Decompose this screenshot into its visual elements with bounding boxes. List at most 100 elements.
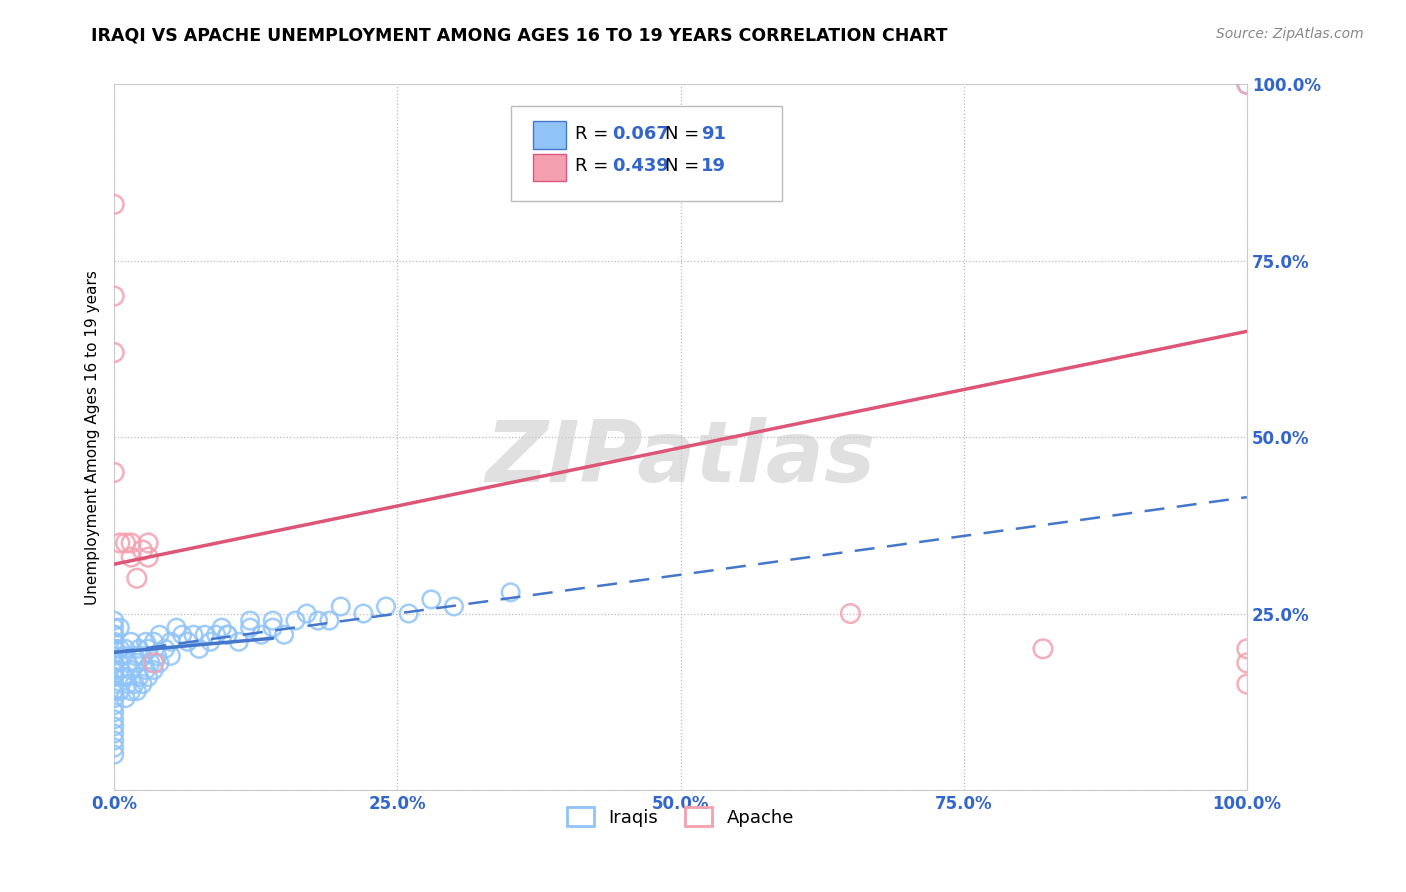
- Point: [188, 641, 211, 656]
- Point: [142, 656, 165, 670]
- Point: [139, 656, 162, 670]
- Point: [103, 628, 125, 642]
- Point: [262, 614, 284, 628]
- Point: [120, 634, 142, 648]
- Point: [172, 628, 194, 642]
- Point: [295, 607, 318, 621]
- Point: [117, 656, 139, 670]
- Point: [103, 670, 125, 684]
- Text: ZIPatlas: ZIPatlas: [485, 417, 876, 500]
- Point: [131, 677, 153, 691]
- Point: [352, 607, 374, 621]
- Point: [499, 585, 522, 599]
- Point: [103, 614, 125, 628]
- Point: [135, 634, 157, 648]
- Point: [239, 614, 262, 628]
- Point: [117, 677, 139, 691]
- Point: [103, 641, 125, 656]
- Text: N =: N =: [665, 157, 699, 175]
- Point: [124, 648, 146, 663]
- Point: [112, 648, 135, 663]
- Point: [103, 641, 125, 656]
- Point: [153, 641, 176, 656]
- Point: [262, 621, 284, 635]
- Point: [120, 550, 142, 565]
- Point: [103, 719, 125, 733]
- Text: 91: 91: [702, 125, 725, 143]
- Point: [211, 621, 233, 635]
- Point: [103, 628, 125, 642]
- Point: [136, 536, 159, 550]
- Point: [108, 621, 131, 635]
- Point: [108, 663, 131, 677]
- Point: [103, 345, 125, 359]
- Point: [307, 614, 329, 628]
- Point: [108, 684, 131, 698]
- Point: [103, 698, 125, 713]
- Point: [375, 599, 398, 614]
- Point: [103, 706, 125, 720]
- Text: R =: R =: [575, 125, 614, 143]
- Point: [329, 599, 352, 614]
- Point: [103, 747, 125, 762]
- Point: [239, 621, 262, 635]
- Point: [159, 648, 181, 663]
- Point: [1236, 78, 1258, 92]
- Point: [103, 656, 125, 670]
- Point: [103, 621, 125, 635]
- Point: [177, 634, 200, 648]
- FancyBboxPatch shape: [533, 121, 567, 149]
- Point: [1032, 641, 1054, 656]
- Point: [103, 670, 125, 684]
- Point: [1236, 656, 1258, 670]
- Point: [200, 634, 222, 648]
- Text: N =: N =: [665, 125, 699, 143]
- Point: [108, 536, 131, 550]
- Text: 0.439: 0.439: [613, 157, 669, 175]
- Point: [166, 621, 188, 635]
- Y-axis label: Unemployment Among Ages 16 to 19 years: Unemployment Among Ages 16 to 19 years: [86, 269, 100, 605]
- FancyBboxPatch shape: [533, 154, 567, 181]
- Point: [103, 684, 125, 698]
- Point: [273, 628, 295, 642]
- Point: [103, 197, 125, 211]
- Point: [136, 641, 159, 656]
- Point: [250, 628, 273, 642]
- Point: [194, 628, 217, 642]
- Point: [128, 670, 150, 684]
- Point: [443, 599, 465, 614]
- Text: Source: ZipAtlas.com: Source: ZipAtlas.com: [1216, 27, 1364, 41]
- Point: [108, 641, 131, 656]
- Text: 19: 19: [702, 157, 725, 175]
- Point: [135, 663, 157, 677]
- Point: [125, 684, 148, 698]
- Point: [217, 628, 239, 642]
- Point: [103, 691, 125, 706]
- Point: [103, 663, 125, 677]
- Point: [120, 663, 142, 677]
- Point: [131, 648, 153, 663]
- Point: [1236, 677, 1258, 691]
- Point: [103, 684, 125, 698]
- Point: [114, 691, 136, 706]
- Point: [103, 740, 125, 755]
- Point: [131, 543, 153, 558]
- Point: [136, 550, 159, 565]
- Point: [103, 634, 125, 648]
- Point: [103, 648, 125, 663]
- Point: [228, 634, 250, 648]
- Point: [125, 571, 148, 585]
- Point: [142, 634, 165, 648]
- Point: [120, 536, 142, 550]
- Point: [142, 663, 165, 677]
- Point: [1236, 641, 1258, 656]
- Point: [217, 628, 239, 642]
- Point: [148, 628, 170, 642]
- Point: [146, 648, 169, 663]
- Point: [114, 536, 136, 550]
- Text: 0.067: 0.067: [613, 125, 669, 143]
- Point: [148, 656, 170, 670]
- Point: [114, 670, 136, 684]
- Text: IRAQI VS APACHE UNEMPLOYMENT AMONG AGES 16 TO 19 YEARS CORRELATION CHART: IRAQI VS APACHE UNEMPLOYMENT AMONG AGES …: [91, 27, 948, 45]
- Point: [103, 733, 125, 747]
